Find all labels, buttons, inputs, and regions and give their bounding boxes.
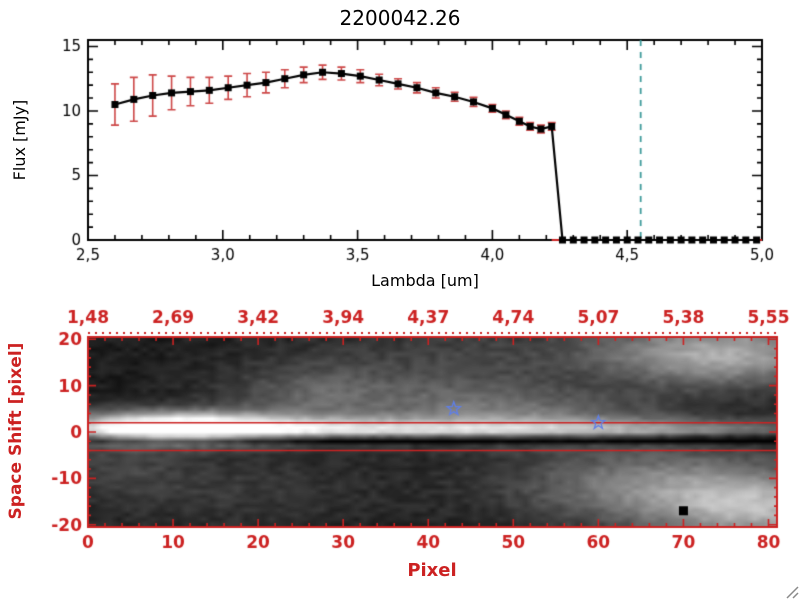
resize-handle-icon[interactable] xyxy=(782,582,800,600)
